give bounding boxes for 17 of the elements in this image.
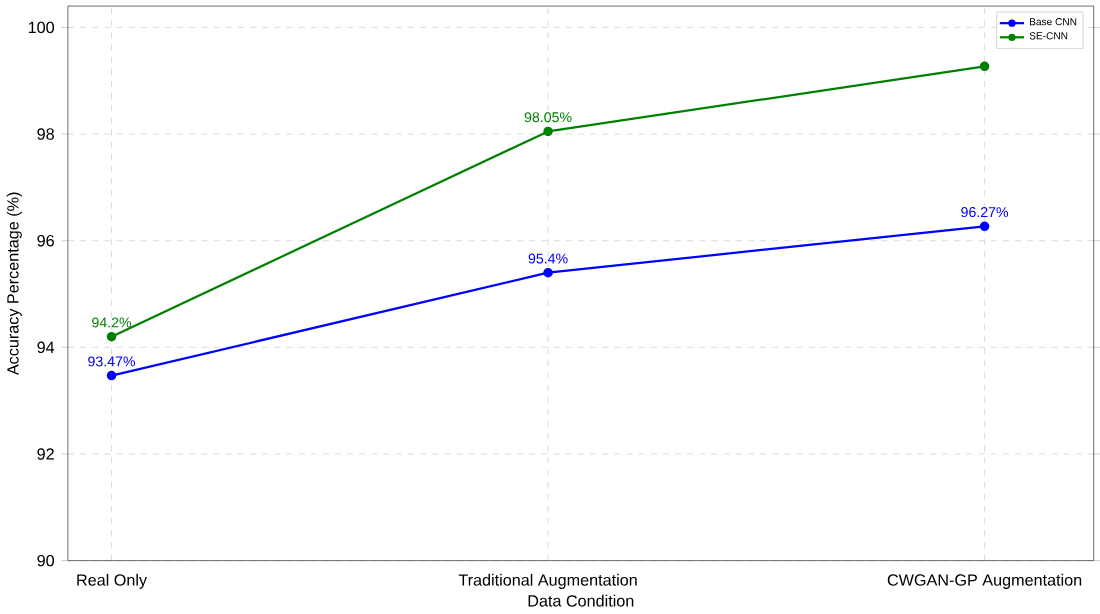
point: [543, 126, 553, 137]
x-tick-label: Traditional Augmentation: [458, 574, 637, 590]
x-axis-title: Data Condition: [528, 595, 634, 607]
y-tick-label: 90: [37, 555, 55, 567]
point: [979, 61, 990, 72]
x-tick-label: Real Only: [77, 574, 148, 590]
y-tick-label: 100: [28, 21, 55, 34]
y-axis-title: Accuracy Percentage (%): [6, 192, 22, 376]
x-tick-label: CWGAN-GP Augmentation: [887, 574, 1082, 590]
y-tick-label: 92: [37, 448, 54, 461]
y-tick-label: 96: [37, 235, 54, 247]
point: [106, 332, 117, 342]
point: [543, 268, 553, 278]
y-tick-label: 94: [37, 341, 55, 354]
point: [979, 221, 990, 232]
point: [106, 371, 117, 381]
y-tick-label: 98: [37, 128, 54, 141]
